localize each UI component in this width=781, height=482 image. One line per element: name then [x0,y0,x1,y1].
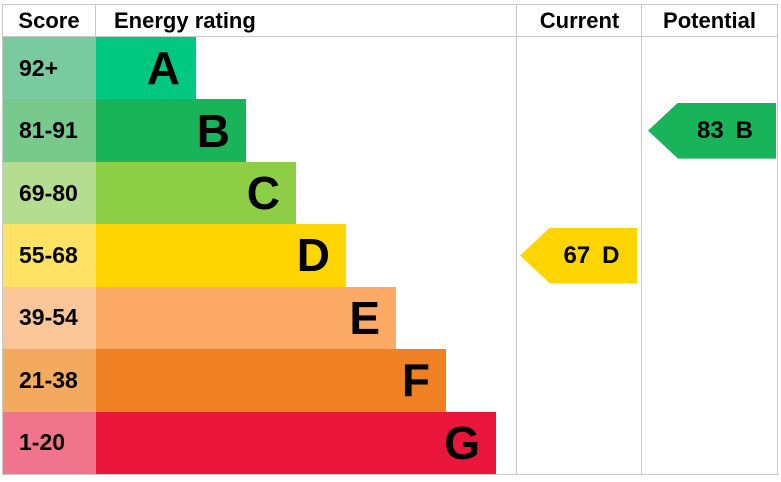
potential-score-value: 83 [696,116,724,144]
potential-band-letter: B [735,116,754,144]
band-letter-g: G [444,416,480,469]
current-column-divider [516,5,517,474]
potential-rating-arrow: 83 B [648,102,776,159]
band-row-a: 92+ A [3,37,777,100]
potential-column-divider [641,5,642,474]
col-header-score: Score [3,5,96,36]
band-row-e: 39-54 E [3,286,777,350]
col-header-potential: Potential [663,7,756,33]
col-header-current: Current [539,7,620,33]
band-row-c: 69-80 C [3,161,777,225]
header-row: Score Energy rating Current Potential [3,5,777,37]
score-range-c: 69-80 [3,161,96,225]
band-letter-a: A [146,42,180,95]
band-bar-d: D [96,224,346,287]
band-letter-b: B [196,104,230,157]
band-bar-g: G [96,411,496,474]
col-header-energy-rating: Energy rating [114,7,256,33]
band-row-f: 21-38 F [3,349,777,412]
current-score-value: 67 [563,241,591,269]
epc-table: Score Energy rating Current Potential 92… [2,4,778,475]
band-row-d: 55-68 D [3,224,777,287]
band-letter-f: F [401,354,430,407]
score-range-g: 1-20 [3,411,96,474]
current-band-letter: D [602,241,620,269]
band-row-g: 1-20 G [3,411,777,474]
score-range-b: 81-91 [3,99,96,162]
score-range-e: 39-54 [3,286,96,350]
score-range-a: 92+ [3,37,96,100]
band-bar-e: E [96,286,396,350]
band-letter-d: D [296,229,330,282]
band-bar-b: B [96,99,246,162]
score-range-d: 55-68 [3,224,96,287]
band-bar-c: C [96,161,296,225]
band-letter-c: C [246,167,280,220]
score-range-f: 21-38 [3,349,96,412]
band-letter-e: E [349,291,380,344]
band-bar-a: A [96,37,196,100]
band-row-b: 81-91 B [3,99,777,162]
band-bar-f: F [96,349,446,412]
band-rows: 92+ A 81-91 B 69-80 C 55-68 D 39-54 E 21… [3,37,777,474]
